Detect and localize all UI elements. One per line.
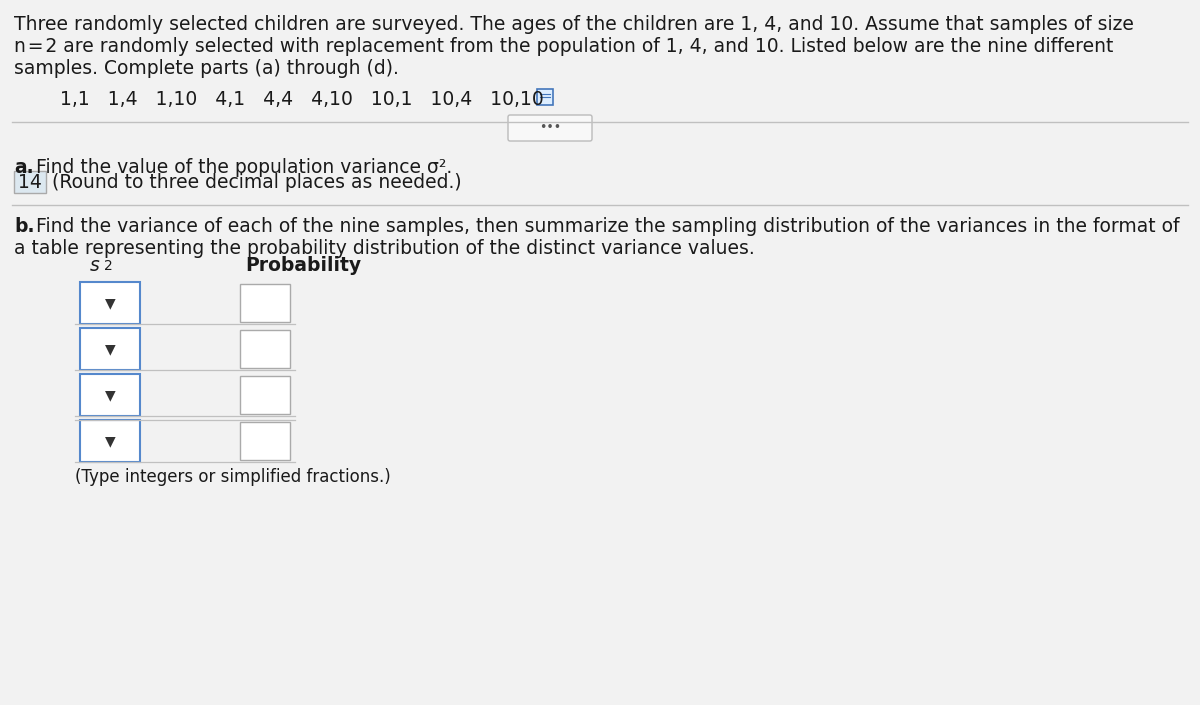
Text: 1,1   1,4   1,10   4,1   4,4   4,10   10,1   10,4   10,10: 1,1 1,4 1,10 4,1 4,4 4,10 10,1 10,4 10,1… — [60, 90, 544, 109]
Text: (Round to three decimal places as needed.): (Round to three decimal places as needed… — [52, 173, 462, 192]
Text: Three randomly selected children are surveyed. The ages of the children are 1, 4: Three randomly selected children are sur… — [14, 15, 1134, 34]
FancyBboxPatch shape — [240, 284, 290, 322]
FancyBboxPatch shape — [240, 376, 290, 414]
Text: 2: 2 — [104, 259, 113, 273]
Text: ▼: ▼ — [104, 342, 115, 356]
Text: ▼: ▼ — [104, 388, 115, 402]
FancyBboxPatch shape — [240, 330, 290, 368]
FancyBboxPatch shape — [508, 115, 592, 141]
FancyBboxPatch shape — [538, 89, 553, 105]
Text: s: s — [90, 256, 100, 275]
Text: Probability: Probability — [245, 256, 361, 275]
FancyBboxPatch shape — [80, 374, 140, 416]
FancyBboxPatch shape — [14, 171, 46, 193]
Text: ▼: ▼ — [104, 296, 115, 310]
Text: a table representing the probability distribution of the distinct variance value: a table representing the probability dis… — [14, 239, 755, 258]
Text: 14: 14 — [18, 173, 42, 192]
Text: b.: b. — [14, 217, 35, 236]
Text: Find the variance of each of the nine samples, then summarize the sampling distr: Find the variance of each of the nine sa… — [30, 217, 1180, 236]
Text: Find the value of the population variance σ².: Find the value of the population varianc… — [30, 158, 452, 177]
FancyBboxPatch shape — [240, 422, 290, 460]
Text: n = 2 are randomly selected with replacement from the population of 1, 4, and 10: n = 2 are randomly selected with replace… — [14, 37, 1114, 56]
FancyBboxPatch shape — [80, 420, 140, 462]
Text: a.: a. — [14, 158, 34, 177]
Text: •••: ••• — [539, 121, 562, 135]
FancyBboxPatch shape — [80, 328, 140, 370]
Text: samples. Complete parts (a) through (d).: samples. Complete parts (a) through (d). — [14, 59, 398, 78]
FancyBboxPatch shape — [80, 282, 140, 324]
Text: (Type integers or simplified fractions.): (Type integers or simplified fractions.) — [74, 468, 391, 486]
Text: ▼: ▼ — [104, 434, 115, 448]
